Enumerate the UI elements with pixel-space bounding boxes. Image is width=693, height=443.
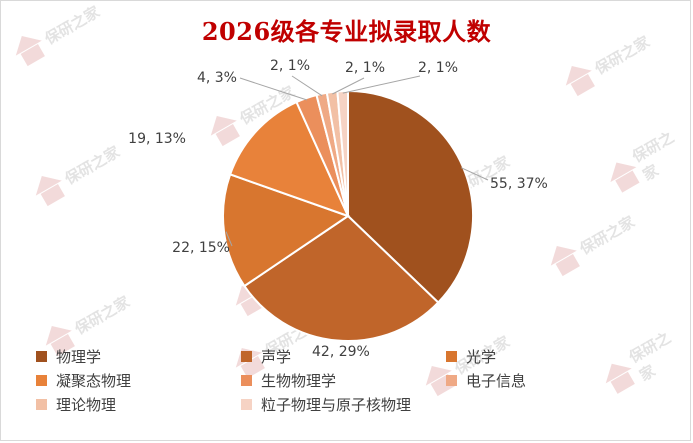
legend-label-4: 凝聚态物理 bbox=[56, 372, 132, 390]
leader-line-1 bbox=[460, 167, 489, 181]
leader-line-8 bbox=[342, 75, 421, 94]
leader-line-7 bbox=[332, 77, 365, 95]
legend-item-7: 理论物理 bbox=[36, 394, 116, 415]
legend-swatch-5 bbox=[241, 375, 252, 386]
legend-item-6: 电子信息 bbox=[446, 370, 526, 391]
legend-item-1: 物理学 bbox=[36, 346, 101, 367]
chart-title: 2026级各专业拟录取人数 bbox=[201, 17, 492, 46]
pie-slice-4 bbox=[228, 100, 350, 218]
legend-swatch-1 bbox=[36, 351, 47, 362]
data-label-8: 2, 1% bbox=[418, 60, 458, 76]
data-label-7: 2, 1% bbox=[345, 60, 385, 76]
data-label-6: 2, 1% bbox=[270, 58, 310, 74]
leader-line-3 bbox=[225, 231, 233, 247]
legend-swatch-4 bbox=[36, 375, 47, 386]
legend-item-5: 生物物理学 bbox=[241, 370, 336, 391]
legend-swatch-8 bbox=[241, 399, 252, 410]
legend-swatch-2 bbox=[241, 351, 252, 362]
legend-label-2: 声学 bbox=[261, 348, 292, 366]
data-label-1: 55, 37% bbox=[490, 176, 548, 192]
legend-label-8: 粒子物理与原子核物理 bbox=[261, 396, 412, 414]
legend-label-3: 光学 bbox=[466, 348, 497, 366]
legend-label-7: 理论物理 bbox=[56, 396, 117, 414]
legend-label-5: 生物物理学 bbox=[261, 372, 337, 390]
legend-swatch-3 bbox=[446, 351, 457, 362]
pie-slice-1 bbox=[347, 89, 474, 304]
data-label-4: 19, 13% bbox=[128, 131, 186, 147]
data-label-2: 42, 29% bbox=[312, 344, 370, 360]
pie-slice-3 bbox=[222, 173, 351, 288]
data-label-3: 22, 15% bbox=[172, 240, 230, 256]
legend-swatch-6 bbox=[446, 375, 457, 386]
legend-item-3: 光学 bbox=[446, 346, 496, 367]
legend-label-6: 电子信息 bbox=[466, 372, 527, 390]
legend-swatch-7 bbox=[36, 399, 47, 410]
data-label-5: 4, 3% bbox=[197, 70, 237, 86]
legend-item-2: 声学 bbox=[241, 346, 291, 367]
legend-item-4: 凝聚态物理 bbox=[36, 370, 131, 391]
legend-item-8: 粒子物理与原子核物理 bbox=[241, 394, 411, 415]
pie-slice-2 bbox=[243, 214, 440, 342]
leader-line-6 bbox=[291, 75, 323, 97]
legend-label-1: 物理学 bbox=[56, 348, 102, 366]
leader-line-5 bbox=[239, 77, 308, 101]
